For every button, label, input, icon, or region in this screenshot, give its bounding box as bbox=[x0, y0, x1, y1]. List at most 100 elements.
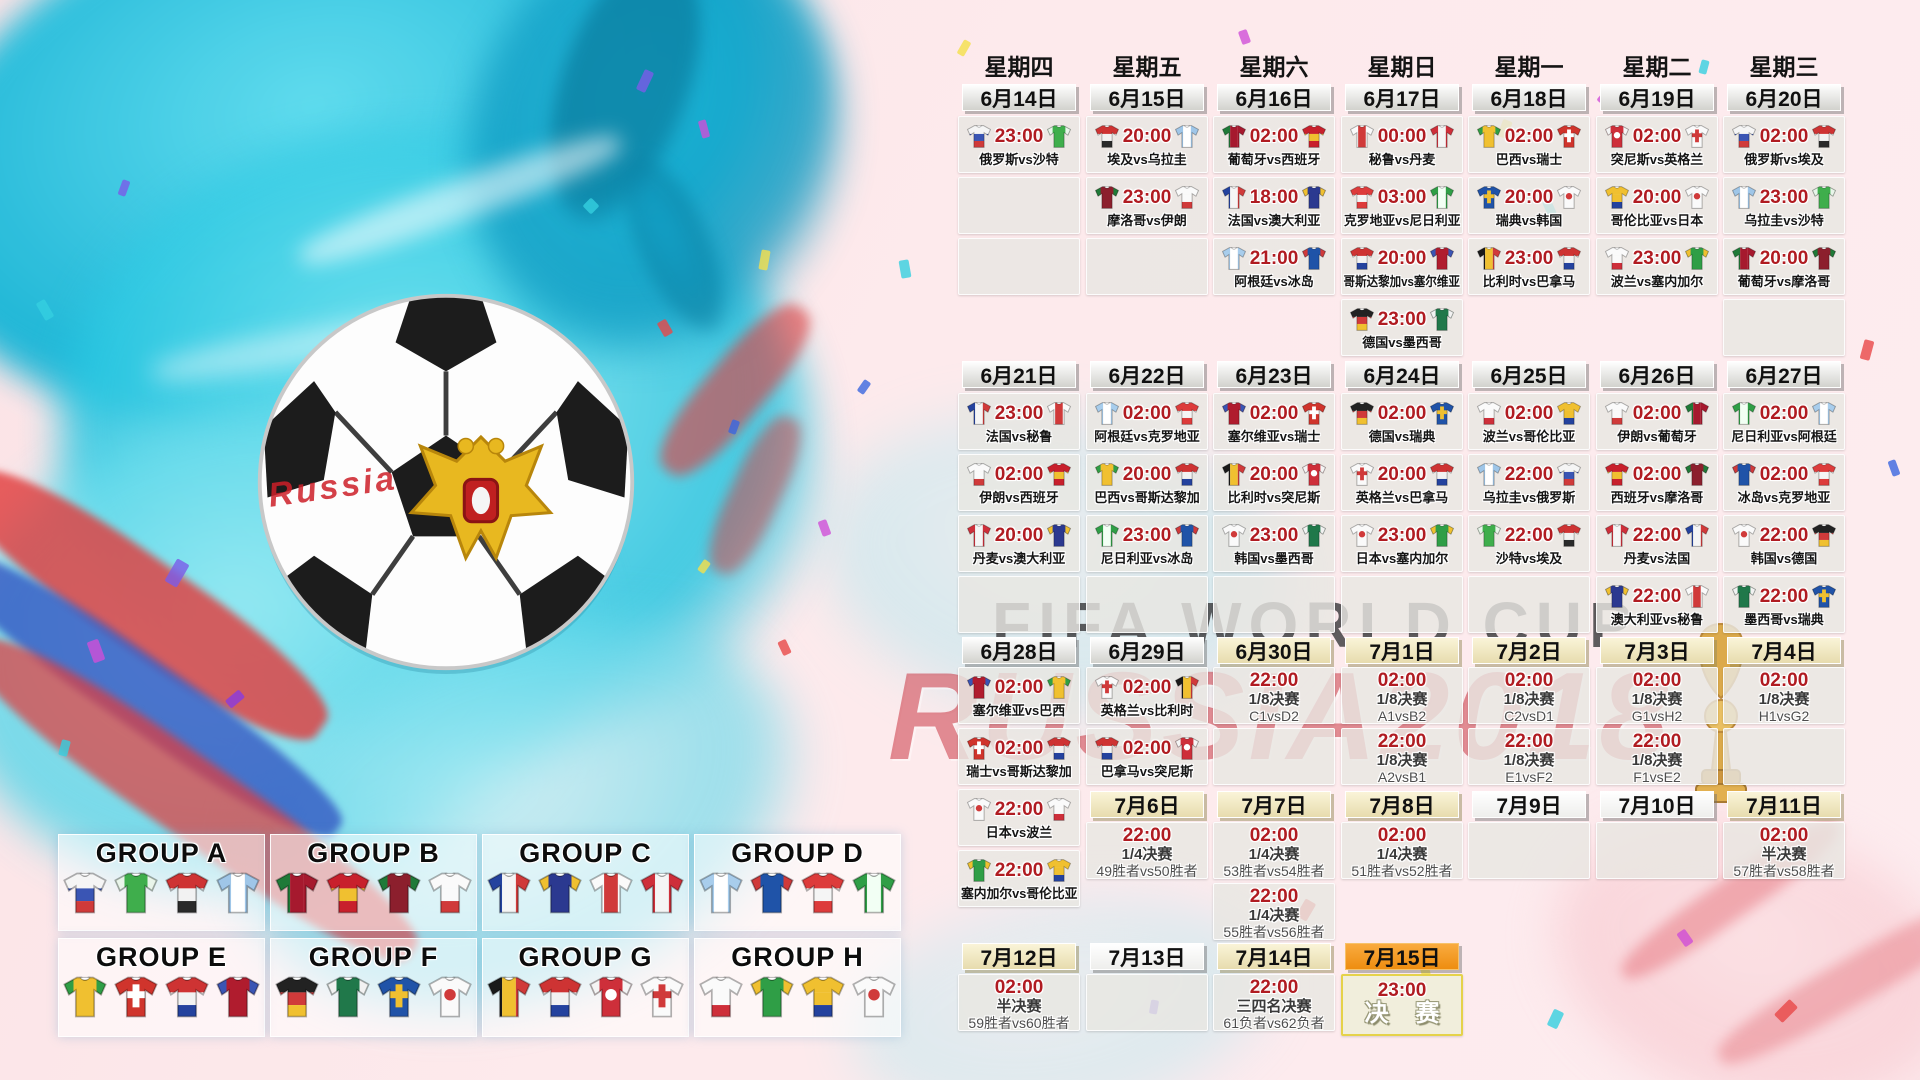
knockout-pair: G1vsH2 bbox=[1631, 708, 1683, 724]
away-jersey-icon bbox=[1174, 523, 1200, 547]
match-teams: 尼日利亚vs冰岛 bbox=[1100, 551, 1194, 566]
match-cell: 02:00 德国vs瑞典 bbox=[1341, 393, 1463, 450]
away-jersey-icon bbox=[1429, 523, 1455, 547]
home-jersey-icon bbox=[1221, 401, 1247, 425]
match-time: 22:00 bbox=[1759, 585, 1809, 607]
date-label: 7月6日 bbox=[1114, 794, 1180, 818]
knockout-pair: 53胜者vs54胜者 bbox=[1223, 863, 1325, 879]
away-jersey-icon bbox=[1556, 246, 1582, 270]
knockout-time: 22:00 bbox=[1632, 731, 1682, 752]
knockout-round: 1/8决赛 bbox=[1376, 691, 1428, 708]
knockout-round: 1/4决赛 bbox=[1248, 846, 1300, 863]
match-cell: 02:00 瑞士vs哥斯达黎加 bbox=[958, 728, 1080, 785]
knockout-time: 02:00 bbox=[1759, 670, 1809, 691]
match-cell: 23:00 法国vs秘鲁 bbox=[958, 393, 1080, 450]
match-cell: 23:00 比利时vs巴拿马 bbox=[1468, 238, 1590, 295]
match-time: 23:00 bbox=[994, 402, 1044, 424]
match-teams: 冰岛vs克罗地亚 bbox=[1737, 490, 1831, 505]
empty-cell bbox=[1086, 576, 1208, 633]
match-time: 02:00 bbox=[1504, 402, 1554, 424]
match-time: 02:00 bbox=[1122, 737, 1172, 759]
match-time: 23:00 bbox=[994, 125, 1044, 147]
home-jersey-icon bbox=[1731, 185, 1757, 209]
away-jersey-icon bbox=[1429, 307, 1455, 331]
match-cell: 02:00 巴拿马vs突尼斯 bbox=[1086, 728, 1208, 785]
knockout-time: 22:00 bbox=[1122, 825, 1172, 846]
weekday-header: 星期二 bbox=[1622, 54, 1692, 80]
date-box: 6月15日 bbox=[1090, 84, 1204, 111]
match-teams: 西班牙vs摩洛哥 bbox=[1610, 490, 1704, 505]
match-teams: 阿根廷vs冰岛 bbox=[1234, 274, 1314, 289]
match-time: 23:00 bbox=[1377, 524, 1427, 546]
date-label: 7月9日 bbox=[1496, 794, 1562, 818]
team-jersey-icon bbox=[376, 872, 422, 914]
away-jersey-icon bbox=[1174, 675, 1200, 699]
date-box: 6月29日 bbox=[1090, 637, 1204, 664]
match-time: 22:00 bbox=[1632, 524, 1682, 546]
match-time: 02:00 bbox=[994, 463, 1044, 485]
home-jersey-icon bbox=[1731, 246, 1757, 270]
home-jersey-icon bbox=[966, 462, 992, 486]
away-jersey-icon bbox=[1429, 124, 1455, 148]
home-jersey-icon bbox=[1349, 462, 1375, 486]
match-teams: 乌拉圭vs沙特 bbox=[1744, 213, 1824, 228]
home-jersey-icon bbox=[1476, 462, 1502, 486]
home-jersey-icon bbox=[1094, 675, 1120, 699]
date-label: 7月4日 bbox=[1751, 640, 1817, 664]
match-time: 22:00 bbox=[1632, 585, 1682, 607]
date-box: 7月14日 bbox=[1217, 943, 1331, 970]
match-teams: 澳大利亚vs秘鲁 bbox=[1610, 612, 1704, 627]
date-box: 7月11日 bbox=[1727, 791, 1841, 818]
date-box: 6月26日 bbox=[1600, 361, 1714, 388]
knockout-pair: 59胜者vs60胜者 bbox=[968, 1015, 1070, 1031]
home-jersey-icon bbox=[1349, 124, 1375, 148]
knockout-cell: 22:00 1/8决赛 A2vsB1 bbox=[1341, 728, 1463, 785]
date-label: 7月13日 bbox=[1108, 946, 1186, 970]
group-title: GROUP C bbox=[519, 838, 652, 868]
date-label: 7月1日 bbox=[1369, 640, 1435, 664]
match-cell: 23:00 德国vs墨西哥 bbox=[1341, 299, 1463, 356]
knockout-cell: 02:00 1/8决赛 A1vsB2 bbox=[1341, 667, 1463, 724]
weekday-header: 星期一 bbox=[1494, 54, 1564, 80]
match-teams: 伊朗vs葡萄牙 bbox=[1617, 429, 1697, 444]
match-cell: 20:00 瑞典vs韩国 bbox=[1468, 177, 1590, 234]
date-box: 7月12日 bbox=[962, 943, 1076, 970]
match-time: 22:00 bbox=[1759, 524, 1809, 546]
knockout-time: 02:00 bbox=[994, 977, 1044, 998]
away-jersey-icon bbox=[1046, 675, 1072, 699]
away-jersey-icon bbox=[1684, 401, 1710, 425]
knockout-round: 半决赛 bbox=[1761, 846, 1807, 863]
date-box: 6月22日 bbox=[1090, 361, 1204, 388]
match-cell: 20:00 英格兰vs巴拿马 bbox=[1341, 454, 1463, 511]
knockout-round: 1/8决赛 bbox=[1248, 691, 1300, 708]
home-jersey-icon bbox=[1604, 124, 1630, 148]
knockout-pair: F1vsE2 bbox=[1633, 769, 1681, 785]
team-jersey-icon bbox=[427, 872, 473, 914]
match-time: 20:00 bbox=[1377, 463, 1427, 485]
home-jersey-icon bbox=[1604, 185, 1630, 209]
knockout-time: 02:00 bbox=[1249, 825, 1299, 846]
away-jersey-icon bbox=[1046, 736, 1072, 760]
home-jersey-icon bbox=[1094, 736, 1120, 760]
match-teams: 尼日利亚vs阿根廷 bbox=[1731, 429, 1837, 444]
group-box: GROUP E bbox=[58, 938, 265, 1037]
match-time: 22:00 bbox=[1504, 524, 1554, 546]
match-cell: 02:00 巴西vs瑞士 bbox=[1468, 116, 1590, 173]
date-label: 7月8日 bbox=[1369, 794, 1435, 818]
match-time: 02:00 bbox=[1632, 125, 1682, 147]
knockout-round: 1/8决赛 bbox=[1503, 691, 1555, 708]
knockout-pair: A1vsB2 bbox=[1377, 708, 1427, 724]
team-jersey-icon bbox=[588, 872, 634, 914]
date-box: 6月17日 bbox=[1345, 84, 1459, 111]
weekday-header: 星期日 bbox=[1367, 54, 1437, 80]
home-jersey-icon bbox=[966, 401, 992, 425]
home-jersey-icon bbox=[1604, 401, 1630, 425]
away-jersey-icon bbox=[1684, 462, 1710, 486]
match-cell: 23:00 韩国vs墨西哥 bbox=[1213, 515, 1335, 572]
match-cell: 23:00 尼日利亚vs冰岛 bbox=[1086, 515, 1208, 572]
away-jersey-icon bbox=[1301, 401, 1327, 425]
group-team-jerseys bbox=[698, 976, 897, 1018]
group-team-jerseys bbox=[274, 872, 473, 914]
